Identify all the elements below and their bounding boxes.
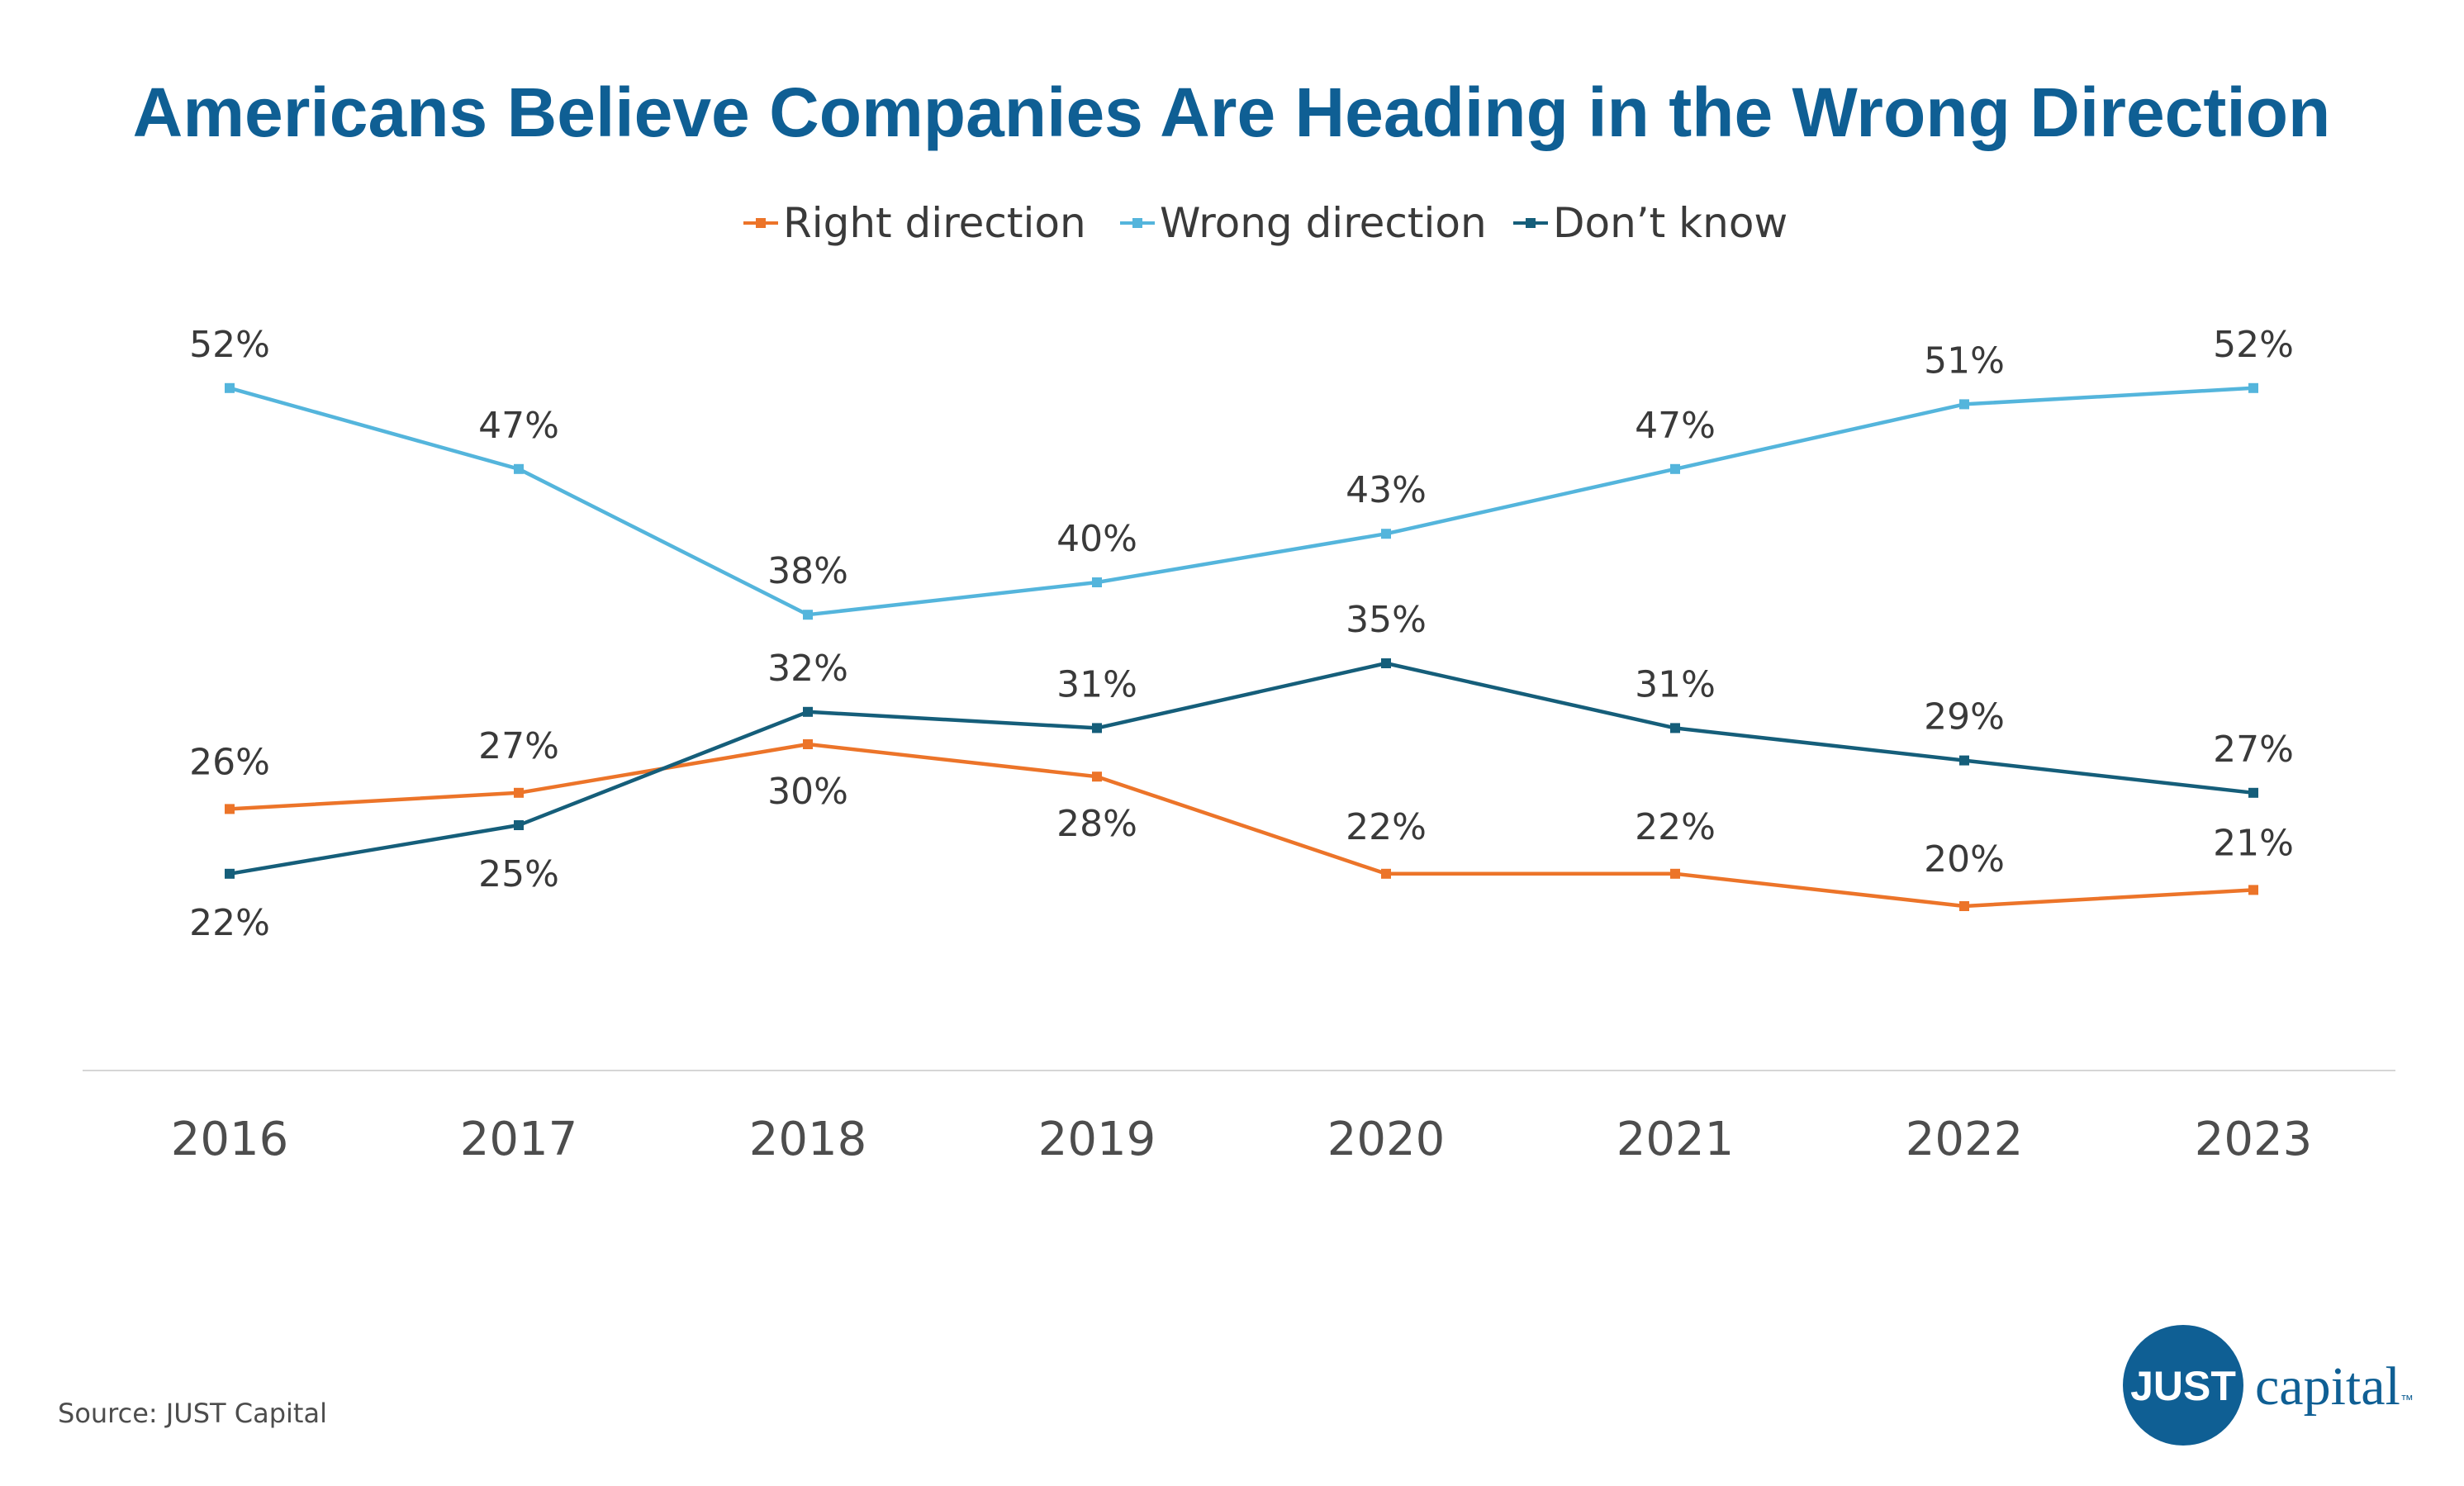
series-layer: 26% 27% 30% 28% 22% 22% 20% 21% 52% 47% 38% 40% 43% 4…: [189, 324, 2294, 944]
data-point: [803, 739, 813, 749]
data-point: [1092, 577, 1102, 587]
data-point: [1670, 463, 1680, 474]
logo-word: capital: [2255, 1356, 2400, 1417]
data-label: 21%: [2213, 822, 2294, 864]
x-tick-label: 2019: [1038, 1113, 1156, 1166]
data-label: 32%: [767, 648, 848, 690]
data-label: 47%: [478, 405, 559, 447]
data-label: 25%: [478, 853, 559, 895]
data-point: [514, 787, 524, 798]
data-label: 52%: [189, 324, 270, 366]
series-line: [229, 661, 2254, 876]
data-label: 31%: [1635, 663, 1716, 705]
data-label: 31%: [1056, 663, 1137, 705]
series-line: [229, 386, 2254, 617]
data-label: 47%: [1635, 405, 1716, 447]
x-tick-label: 2020: [1327, 1113, 1446, 1166]
data-label: 22%: [1635, 806, 1716, 848]
chart-title: Americans Believe Companies Are Heading …: [133, 74, 2331, 151]
data-point: [1959, 399, 1969, 410]
series-line: [229, 742, 2254, 909]
x-tick-label: 2021: [1617, 1113, 1735, 1166]
data-label: 22%: [1346, 806, 1427, 848]
data-point: [2248, 885, 2258, 895]
legend-marker: [1526, 218, 1536, 228]
data-point: [1670, 868, 1680, 879]
logo-brand: JUST: [2130, 1363, 2236, 1409]
x-tick-label: 2018: [749, 1113, 867, 1166]
legend-marker: [756, 218, 766, 228]
logo-circle: [2123, 1325, 2243, 1446]
data-point: [514, 820, 524, 830]
legend: Right direction Wrong direction Don’t know: [743, 199, 1787, 247]
data-label: 26%: [189, 741, 270, 783]
legend-marker: [1132, 218, 1142, 228]
just-capital-logo: JUST capital ™: [2123, 1325, 2414, 1446]
legend-label: Wrong direction: [1160, 199, 1487, 247]
data-label: 40%: [1056, 518, 1137, 560]
data-point: [803, 706, 813, 717]
data-point: [1381, 868, 1391, 879]
data-label: 27%: [2213, 729, 2294, 771]
legend-item: Right direction: [743, 199, 1086, 247]
series-2: 22% 25% 32% 31% 35% 31% 29% 27%: [189, 599, 2294, 944]
data-label: 30%: [767, 771, 848, 813]
data-label: 35%: [1346, 599, 1427, 641]
data-label: 51%: [1924, 339, 2005, 382]
x-tick-label: 2022: [1906, 1113, 2024, 1166]
data-label: 29%: [1924, 696, 2005, 738]
data-point: [1092, 723, 1102, 734]
x-tick-label: 2017: [460, 1113, 578, 1166]
data-point: [1381, 658, 1391, 668]
x-tick-label: 2016: [171, 1113, 289, 1166]
data-label: 20%: [1924, 838, 2005, 881]
series-0: 26% 27% 30% 28% 22% 22% 20% 21%: [189, 725, 2294, 911]
x-axis-ticks: 2016 2017 2018 2019 2020 2021 2022 2023: [171, 1113, 2313, 1166]
data-label: 28%: [1056, 803, 1137, 845]
data-label: 43%: [1346, 469, 1427, 511]
data-label: 52%: [2213, 324, 2294, 366]
data-point: [1381, 529, 1391, 539]
data-label: 27%: [478, 725, 559, 767]
source-note: Source: JUST Capital: [58, 1398, 327, 1429]
series-1: 52% 47% 38% 40% 43% 47% 51% 52%: [189, 324, 2294, 620]
data-point: [2248, 382, 2258, 393]
legend-item: Wrong direction: [1120, 199, 1487, 247]
data-point: [225, 804, 235, 814]
legend-item: Don’t know: [1513, 199, 1787, 247]
data-point: [514, 463, 524, 474]
data-point: [803, 610, 813, 620]
x-tick-label: 2023: [2195, 1113, 2313, 1166]
data-point: [225, 868, 235, 879]
data-label: 38%: [767, 550, 848, 592]
data-point: [2248, 787, 2258, 798]
legend-label: Right direction: [783, 199, 1086, 247]
data-point: [1092, 771, 1102, 782]
data-point: [1670, 723, 1680, 734]
data-point: [1959, 901, 1969, 911]
data-point: [225, 382, 235, 393]
legend-label: Don’t know: [1553, 199, 1787, 247]
logo-trademark: ™: [2400, 1393, 2414, 1408]
data-label: 22%: [189, 902, 270, 944]
data-point: [1959, 755, 1969, 766]
